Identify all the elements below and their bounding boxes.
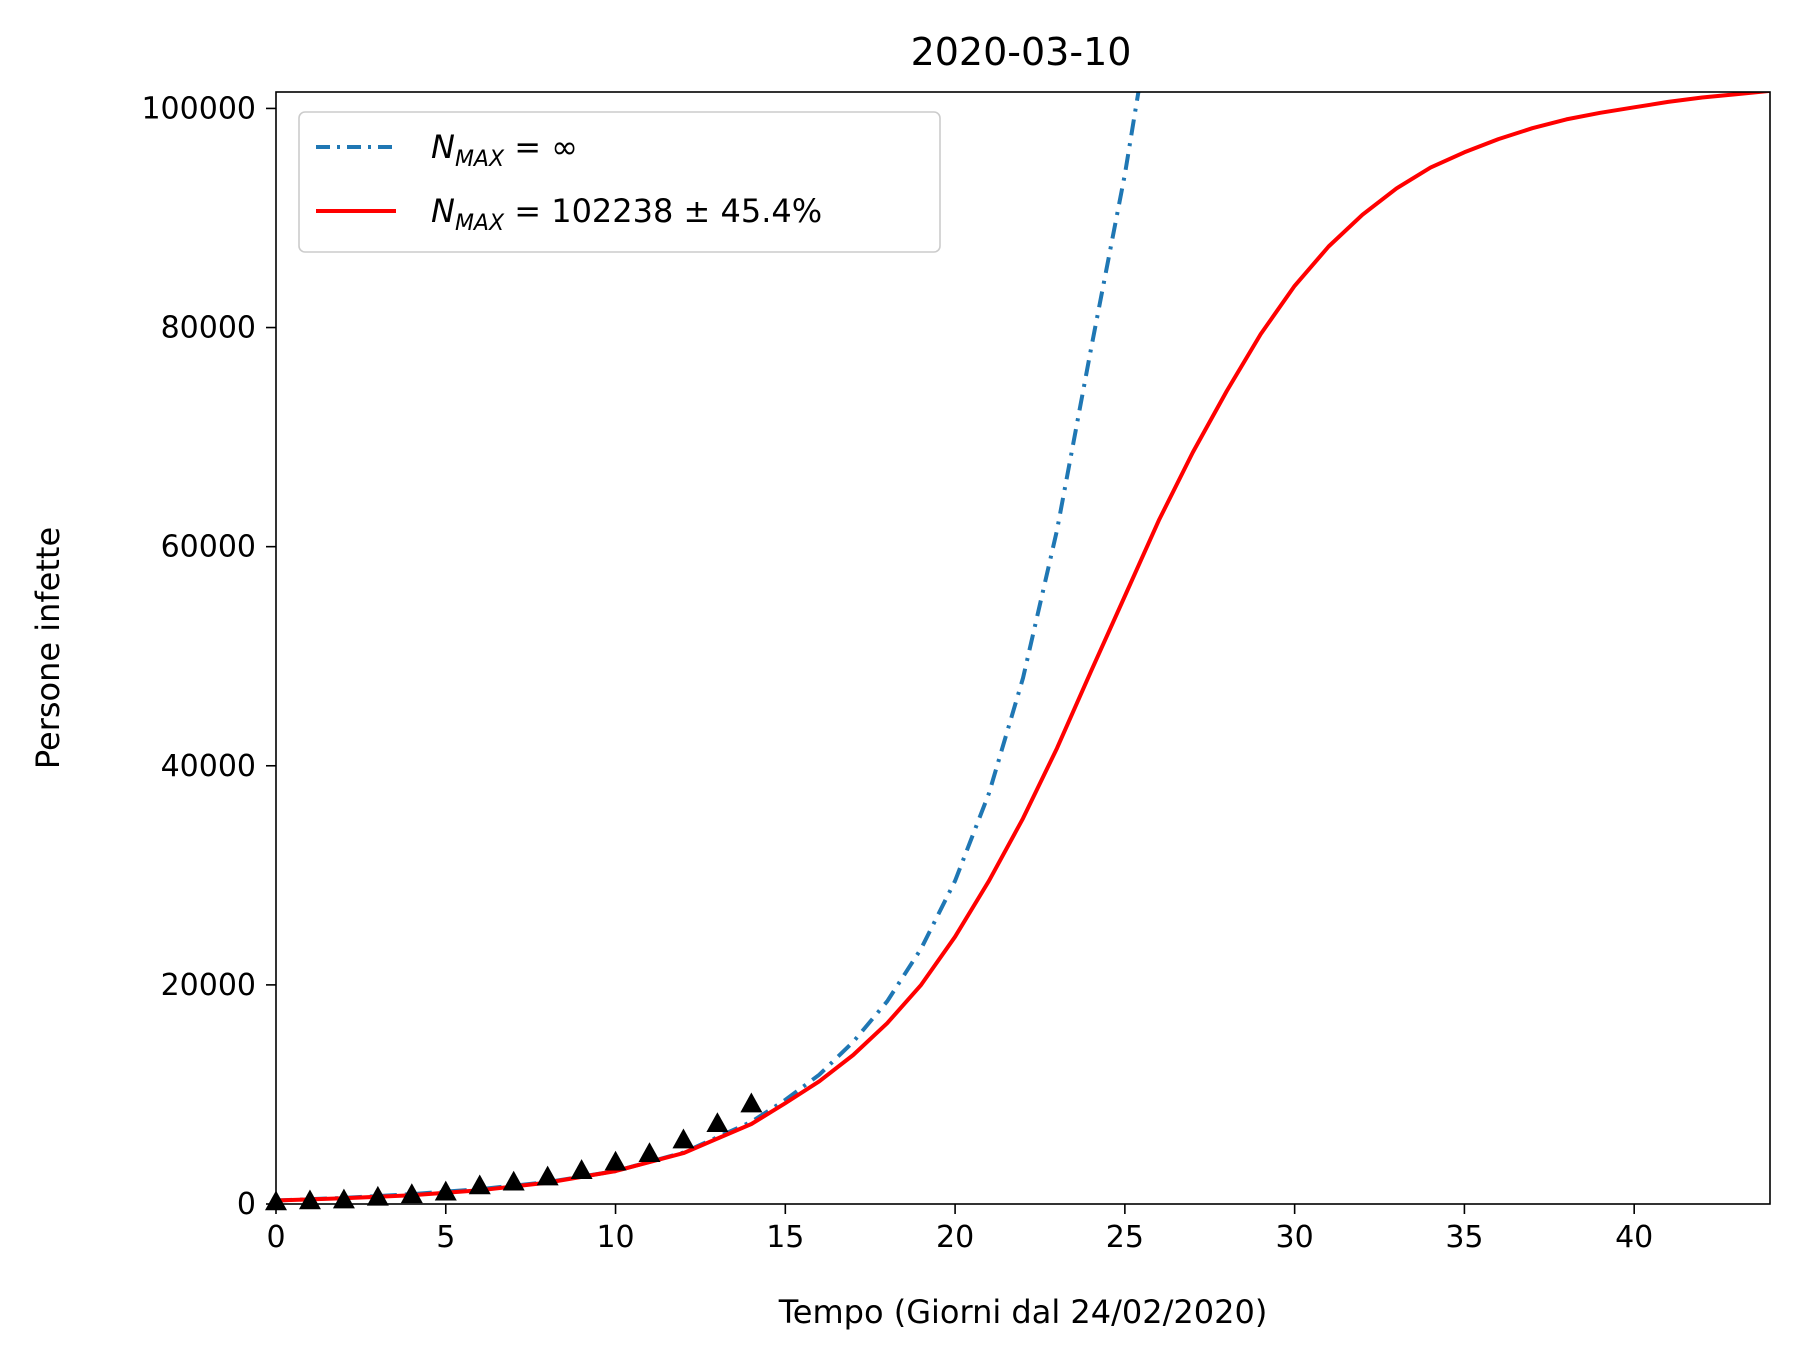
marker-layer	[265, 1092, 763, 1211]
x-tick-label: 10	[596, 1220, 634, 1255]
plot-background	[276, 92, 1770, 1204]
x-tick-label: 35	[1445, 1220, 1483, 1255]
data-point-observed	[366, 1185, 389, 1206]
x-tick-label: 20	[936, 1220, 974, 1255]
legend-box	[298, 111, 941, 253]
series-line-logistic	[276, 92, 1770, 1203]
y-tick-label: 80000	[161, 311, 256, 346]
data-point-observed	[570, 1159, 593, 1179]
x-tick-label: 40	[1615, 1220, 1653, 1255]
x-tick-label: 15	[766, 1220, 804, 1255]
x-tick-label: 25	[1106, 1220, 1144, 1255]
data-point-observed	[434, 1180, 457, 1201]
data-point-observed	[706, 1112, 729, 1133]
y-axis-label: Persone infette	[29, 527, 67, 769]
plot-frame	[275, 91, 1771, 1205]
y-tick-label: 20000	[161, 968, 256, 1003]
data-point-observed	[638, 1142, 661, 1163]
chart-title: 2020-03-10	[911, 30, 1132, 74]
plot-area	[265, 91, 1771, 1211]
y-tick-label: 0	[237, 1187, 256, 1222]
y-tick-label: 100000	[141, 91, 256, 126]
data-point-observed	[468, 1174, 491, 1195]
data-point-observed	[672, 1128, 695, 1149]
series-layer	[276, 92, 1770, 1203]
data-point-observed	[604, 1150, 627, 1171]
x-axis: 0 5 10 15 20 25 30 35 40	[266, 1204, 1653, 1255]
data-point-observed	[740, 1092, 763, 1113]
legend-label-exponential: NMAX = ∞	[431, 128, 578, 172]
y-tick-label: 40000	[161, 749, 256, 784]
x-tick-label: 5	[436, 1220, 455, 1255]
y-axis: 0 20000 40000 60000 80000 100000	[141, 91, 276, 1222]
x-tick-label: 0	[266, 1220, 285, 1255]
legend: NMAX = ∞ NMAX = 102238 ± 45.4%	[298, 111, 941, 253]
x-axis-label: Tempo (Giorni dal 24/02/2020)	[778, 1293, 1268, 1331]
data-point-observed	[502, 1170, 525, 1191]
legend-label-logistic: NMAX = 102238 ± 45.4%	[431, 192, 822, 236]
data-point-observed	[536, 1165, 559, 1186]
data-point-observed	[400, 1183, 423, 1204]
y-tick-label: 60000	[161, 530, 256, 565]
x-tick-label: 30	[1276, 1220, 1314, 1255]
